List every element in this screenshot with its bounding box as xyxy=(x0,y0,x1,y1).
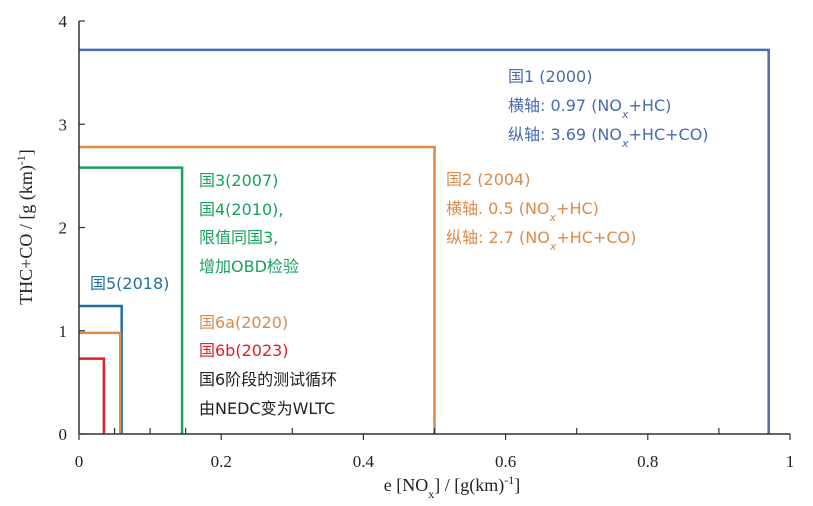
g6a-title: 国6a(2020) xyxy=(199,313,288,332)
x-tick-label-2: 0.4 xyxy=(353,452,375,471)
g6-note-1: 国6阶段的测试循环 xyxy=(199,370,337,389)
g34-note-2: 增加OBD检验 xyxy=(199,257,299,276)
axis-ticks xyxy=(78,20,791,440)
y-tick-label-2: 2 xyxy=(59,219,68,238)
g1-title: 国1 (2000) xyxy=(508,67,592,86)
series-step-4 xyxy=(79,331,122,434)
x-tick-label-0: 0 xyxy=(75,452,84,471)
series-step-5 xyxy=(79,357,106,434)
g4-title: 国4(2010), xyxy=(199,200,283,219)
y-tick-label-4: 4 xyxy=(59,12,68,31)
x-tick-label-3: 0.6 xyxy=(495,452,516,471)
annotation-g34: 国3(2007) 国4(2010), 限值同国3, 增加OBD检验 xyxy=(199,171,299,276)
g5-title: 国5(2018) xyxy=(90,274,169,293)
x-tick-label-4: 0.8 xyxy=(637,452,658,471)
annotation-g1: 国1 (2000) 横轴: 0.97 (NOx+HC) 纵轴: 3.69 (NO… xyxy=(508,67,709,150)
g6b-title: 国6b(2023) xyxy=(199,341,289,360)
standard-boxes xyxy=(79,48,770,434)
x-tick-label-1: 0.2 xyxy=(211,452,232,471)
g2-x-limit: 横轴. 0.5 (NOx+HC) xyxy=(446,199,599,224)
y-tick-label-0: 0 xyxy=(59,425,68,444)
g1-y-limit: 纵轴: 3.69 (NOx+HC+CO) xyxy=(508,125,709,150)
g34-note-1: 限值同国3, xyxy=(199,228,278,247)
series-step-2 xyxy=(79,166,184,434)
annotation-g2: 国2 (2004) 横轴. 0.5 (NOx+HC) 纵轴: 2.7 (NOx+… xyxy=(446,170,636,253)
g3-title: 国3(2007) xyxy=(199,171,278,190)
series-step-0 xyxy=(79,48,770,434)
y-tick-label-3: 3 xyxy=(59,115,68,134)
y-axis-title: THC+CO / [g (km)-1] xyxy=(14,149,37,305)
g6-note-2: 由NEDC变为WLTC xyxy=(199,399,335,418)
series-step-1 xyxy=(79,145,436,434)
x-tick-label-5: 1 xyxy=(786,452,795,471)
g2-y-limit: 纵轴: 2.7 (NOx+HC+CO) xyxy=(446,228,636,253)
g1-x-limit: 横轴: 0.97 (NOx+HC) xyxy=(508,96,671,121)
series-step-3 xyxy=(79,304,123,434)
axis-tick-labels: 0 0.2 0.4 0.6 0.8 1 0 1 2 3 4 xyxy=(59,12,795,471)
x-axis-title: e [NOx] / [g(km)-1] xyxy=(384,473,520,501)
y-tick-label-1: 1 xyxy=(59,322,68,341)
g2-title: 国2 (2004) xyxy=(446,170,530,189)
